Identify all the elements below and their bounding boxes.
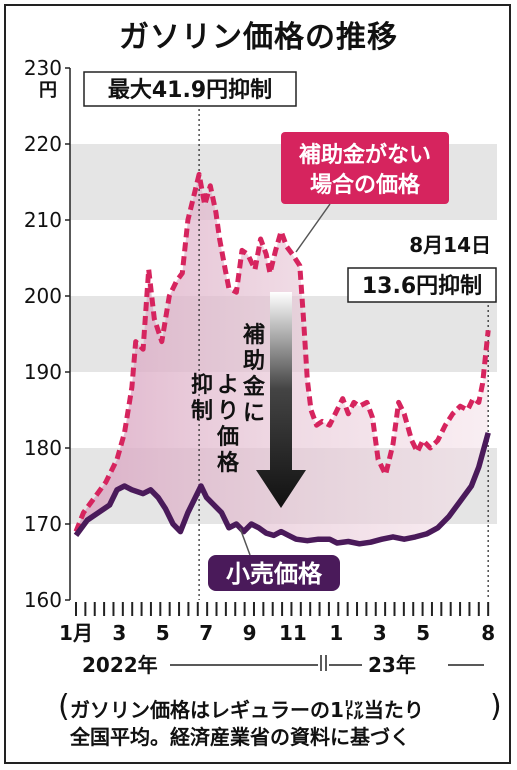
max-suppression-label: 最大41.9円抑制	[108, 78, 272, 103]
x-tick-label: 1月	[59, 621, 93, 645]
arrow-label-char: 抑	[191, 373, 213, 398]
year-label-2022: 2022年	[82, 653, 158, 677]
series-line-retail	[73, 432, 491, 547]
arrow-label-char: 助	[243, 349, 265, 374]
max-suppression-box	[83, 71, 297, 107]
y-tick-label: 170	[24, 512, 62, 536]
arrow-label-char: よ	[217, 373, 239, 398]
reference-lines	[198, 104, 489, 600]
y-tick-label: 190	[24, 360, 62, 384]
arrow-label-char: 補	[242, 322, 265, 348]
suppression-arrow	[256, 292, 306, 508]
note-open-paren: (	[58, 689, 70, 724]
retail-label: 小売価格	[226, 560, 323, 588]
x-tick-label: 3	[112, 621, 126, 645]
subsidy-leader-line	[295, 203, 331, 253]
subsidy-label-box	[281, 132, 449, 204]
note-close-paren: )	[490, 689, 502, 724]
x-tick-label: 5	[156, 621, 170, 645]
x-tick-label: 3	[373, 621, 387, 645]
y-tick-label: 220	[24, 132, 62, 156]
arrow-label-char: 格	[217, 450, 240, 476]
retail-label-box	[208, 555, 340, 591]
series-line-no-subsidy	[73, 171, 491, 533]
subsidy-label-line-2: 場合の価格	[310, 172, 421, 198]
y-tick-label: 160	[24, 588, 62, 612]
x-tick-label: 5	[416, 621, 430, 645]
y-tick-label: 230	[24, 56, 62, 80]
source-note: ( ガソリン価格はレギュラーの1㍑当たり 全国平均。経済産業省の資料に基づく )	[58, 692, 502, 751]
retail-leader-line	[239, 527, 251, 556]
y-tick-label: 180	[24, 436, 62, 460]
x-tick-label: 9	[243, 621, 257, 645]
series-lines	[73, 171, 491, 547]
current-suppression-label: 13.6円抑制	[362, 274, 482, 299]
arrow-label-char: に	[243, 401, 265, 426]
y-tick-label: 200	[24, 284, 62, 308]
y-tick-label: 210	[24, 208, 62, 232]
note-line-2: 全国平均。経済産業省の資料に基づく	[70, 725, 410, 749]
current-suppression-box	[347, 267, 497, 303]
year-label-2023: 23年	[368, 653, 416, 677]
y-unit-label: 円	[39, 80, 57, 101]
date-label: 8月14日	[409, 233, 491, 257]
x-tick-label: 11	[279, 621, 307, 645]
note-line-1: ガソリン価格はレギュラーの1㍑当たり	[70, 698, 424, 722]
subsidy-label-line-1: 補助金がない	[298, 142, 431, 168]
x-tick-label: 8	[481, 621, 495, 645]
arrow-label-char: 制	[191, 399, 213, 424]
arrow-label-char: 価	[216, 425, 239, 450]
chart-frame	[4, 4, 511, 764]
x-tick-label: 7	[199, 621, 213, 645]
arrow-label-char: り	[217, 399, 239, 424]
x-tick-label: 1	[329, 621, 343, 645]
arrow-label-char: 金	[242, 374, 266, 400]
chart-title: ガソリン価格の推移	[119, 20, 398, 55]
